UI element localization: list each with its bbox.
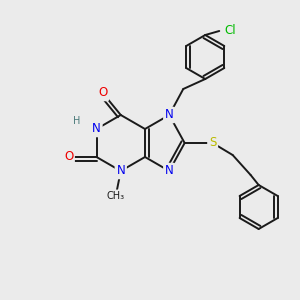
Text: H: H <box>73 116 80 126</box>
Text: N: N <box>165 164 174 178</box>
Text: Cl: Cl <box>224 25 236 38</box>
Text: N: N <box>116 164 125 178</box>
Text: S: S <box>209 136 216 149</box>
Text: CH₃: CH₃ <box>107 191 125 201</box>
Text: N: N <box>92 122 101 136</box>
Text: O: O <box>64 151 73 164</box>
Text: N: N <box>165 109 174 122</box>
Text: O: O <box>98 86 107 100</box>
